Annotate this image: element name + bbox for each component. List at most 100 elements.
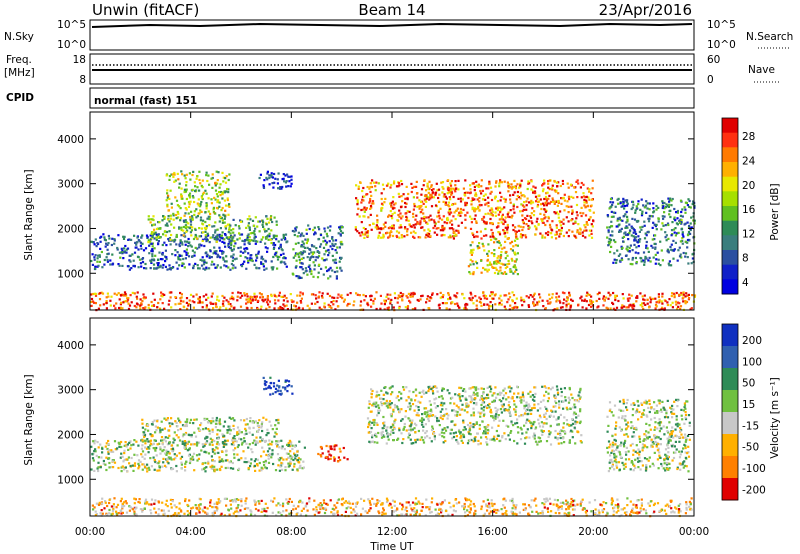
- power-echo-cell: [537, 223, 540, 226]
- power-echo-cell: [565, 205, 568, 208]
- power-echo-cell: [214, 231, 217, 234]
- velocity-echo-cell: [267, 461, 271, 464]
- power-echo-cell: [531, 222, 534, 225]
- velocity-echo-cell: [549, 443, 553, 446]
- power-echo-cell: [222, 213, 225, 216]
- power-echo-cell: [555, 189, 558, 192]
- power-echo-cell: [547, 186, 550, 189]
- velocity-echo-cell: [468, 425, 471, 428]
- power-echo-cell: [213, 251, 217, 254]
- power-echo-cell: [392, 196, 395, 199]
- power-echo-cell: [668, 203, 671, 206]
- velocity-echo-cell: [218, 467, 222, 471]
- velocity-echo-cell: [186, 418, 189, 421]
- power-echo-cell: [137, 239, 140, 242]
- power-echo-cell: [619, 230, 622, 233]
- power-echo-cell: [388, 231, 391, 234]
- velocity-echo-cell: [516, 442, 519, 445]
- power-echo-cell: [267, 221, 271, 224]
- velocity-echo-cell: [120, 440, 123, 444]
- power-echo-cell: [248, 226, 251, 229]
- power-echo-cell: [366, 193, 369, 196]
- power-echo-cell: [441, 191, 444, 194]
- power-echo-cell: [551, 296, 554, 299]
- power-echo-cell: [661, 206, 664, 210]
- power-echo-cell: [448, 196, 451, 199]
- power-echo-cell: [406, 307, 409, 310]
- power-echo-cell: [439, 296, 442, 299]
- velocity-echo-cell: [285, 458, 288, 461]
- power-echo-cell: [274, 302, 277, 305]
- power-echo-cell: [380, 228, 383, 231]
- velocity-echo-cell: [291, 455, 294, 458]
- power-echo-cell: [403, 227, 407, 230]
- power-echo-cell: [676, 301, 680, 304]
- velocity-echo-cell: [256, 464, 259, 467]
- power-echo-cell: [222, 300, 225, 303]
- power-echo-cell: [666, 250, 669, 253]
- power-echo-cell: [532, 214, 536, 217]
- power-echo-cell: [586, 205, 589, 208]
- velocity-echo-cell: [491, 415, 494, 418]
- power-echo-cell: [275, 235, 278, 238]
- power-echo-cell: [383, 308, 386, 311]
- power-echo-cell: [147, 241, 150, 244]
- power-echo-cell: [211, 225, 214, 228]
- power-echo-cell: [562, 218, 565, 221]
- velocity-echo-cell: [216, 447, 219, 450]
- power-echo-cell: [610, 215, 613, 218]
- velocity-echo-cell: [568, 386, 571, 390]
- power-echo-cell: [290, 175, 293, 178]
- power-echo-cell: [250, 257, 253, 260]
- velocity-echo-cell: [142, 433, 145, 436]
- velocity-echo-cell: [368, 422, 371, 425]
- power-echo-cell: [111, 262, 115, 265]
- power-echo-cell: [509, 248, 513, 251]
- power-echo-cell: [636, 241, 639, 244]
- power-echo-cell: [122, 301, 125, 304]
- power-echo-cell: [615, 259, 618, 262]
- power-echo-cell: [327, 303, 330, 306]
- power-echo-cell: [265, 236, 268, 239]
- power-echo-cell: [166, 268, 169, 271]
- velocity-echo-cell: [333, 459, 336, 462]
- power-echo-cell: [555, 296, 558, 299]
- power-echo-cell: [506, 231, 509, 234]
- power-echo-cell: [298, 252, 301, 255]
- power-echo-cell: [616, 249, 619, 252]
- power-echo-cell: [186, 252, 189, 255]
- power-echo-cell: [312, 255, 315, 259]
- velocity-echo-cell: [211, 459, 214, 462]
- power-echo-cell: [491, 210, 494, 213]
- velocity-echo-cell: [462, 421, 465, 424]
- power-echo-cell: [622, 215, 625, 218]
- power-echo-cell: [339, 226, 342, 229]
- power-echo-cell: [265, 267, 268, 270]
- power-echo-cell: [126, 247, 130, 250]
- power-echo-cell: [325, 232, 328, 235]
- power-echo-cell: [173, 226, 176, 229]
- power-echo-cell: [271, 182, 274, 185]
- power-echo-cell: [585, 294, 588, 297]
- power-echo-cell: [105, 307, 108, 310]
- power-echo-cell: [445, 302, 448, 305]
- power-echo-cell: [640, 228, 643, 231]
- power-echo-cell: [335, 266, 339, 269]
- power-echo-cell: [640, 260, 643, 263]
- power-echo-cell: [245, 267, 248, 270]
- power-echo-cell: [127, 238, 130, 241]
- power-echo-cell: [474, 295, 477, 298]
- power-echo-cell: [334, 239, 338, 242]
- power-echo-cell: [441, 218, 444, 221]
- velocity-echo-cell: [215, 446, 218, 449]
- power-echo-cell: [622, 197, 625, 200]
- power-echo-cell: [357, 185, 360, 188]
- power-echo-cell: [139, 298, 142, 301]
- power-echo-cell: [678, 246, 681, 249]
- power-echo-cell: [626, 218, 629, 221]
- power-echo-cell: [626, 202, 629, 205]
- power-echo-cell: [682, 235, 685, 238]
- power-echo-cell: [180, 293, 183, 296]
- power-echo-cell: [223, 296, 226, 299]
- velocity-echo-cell: [211, 464, 214, 467]
